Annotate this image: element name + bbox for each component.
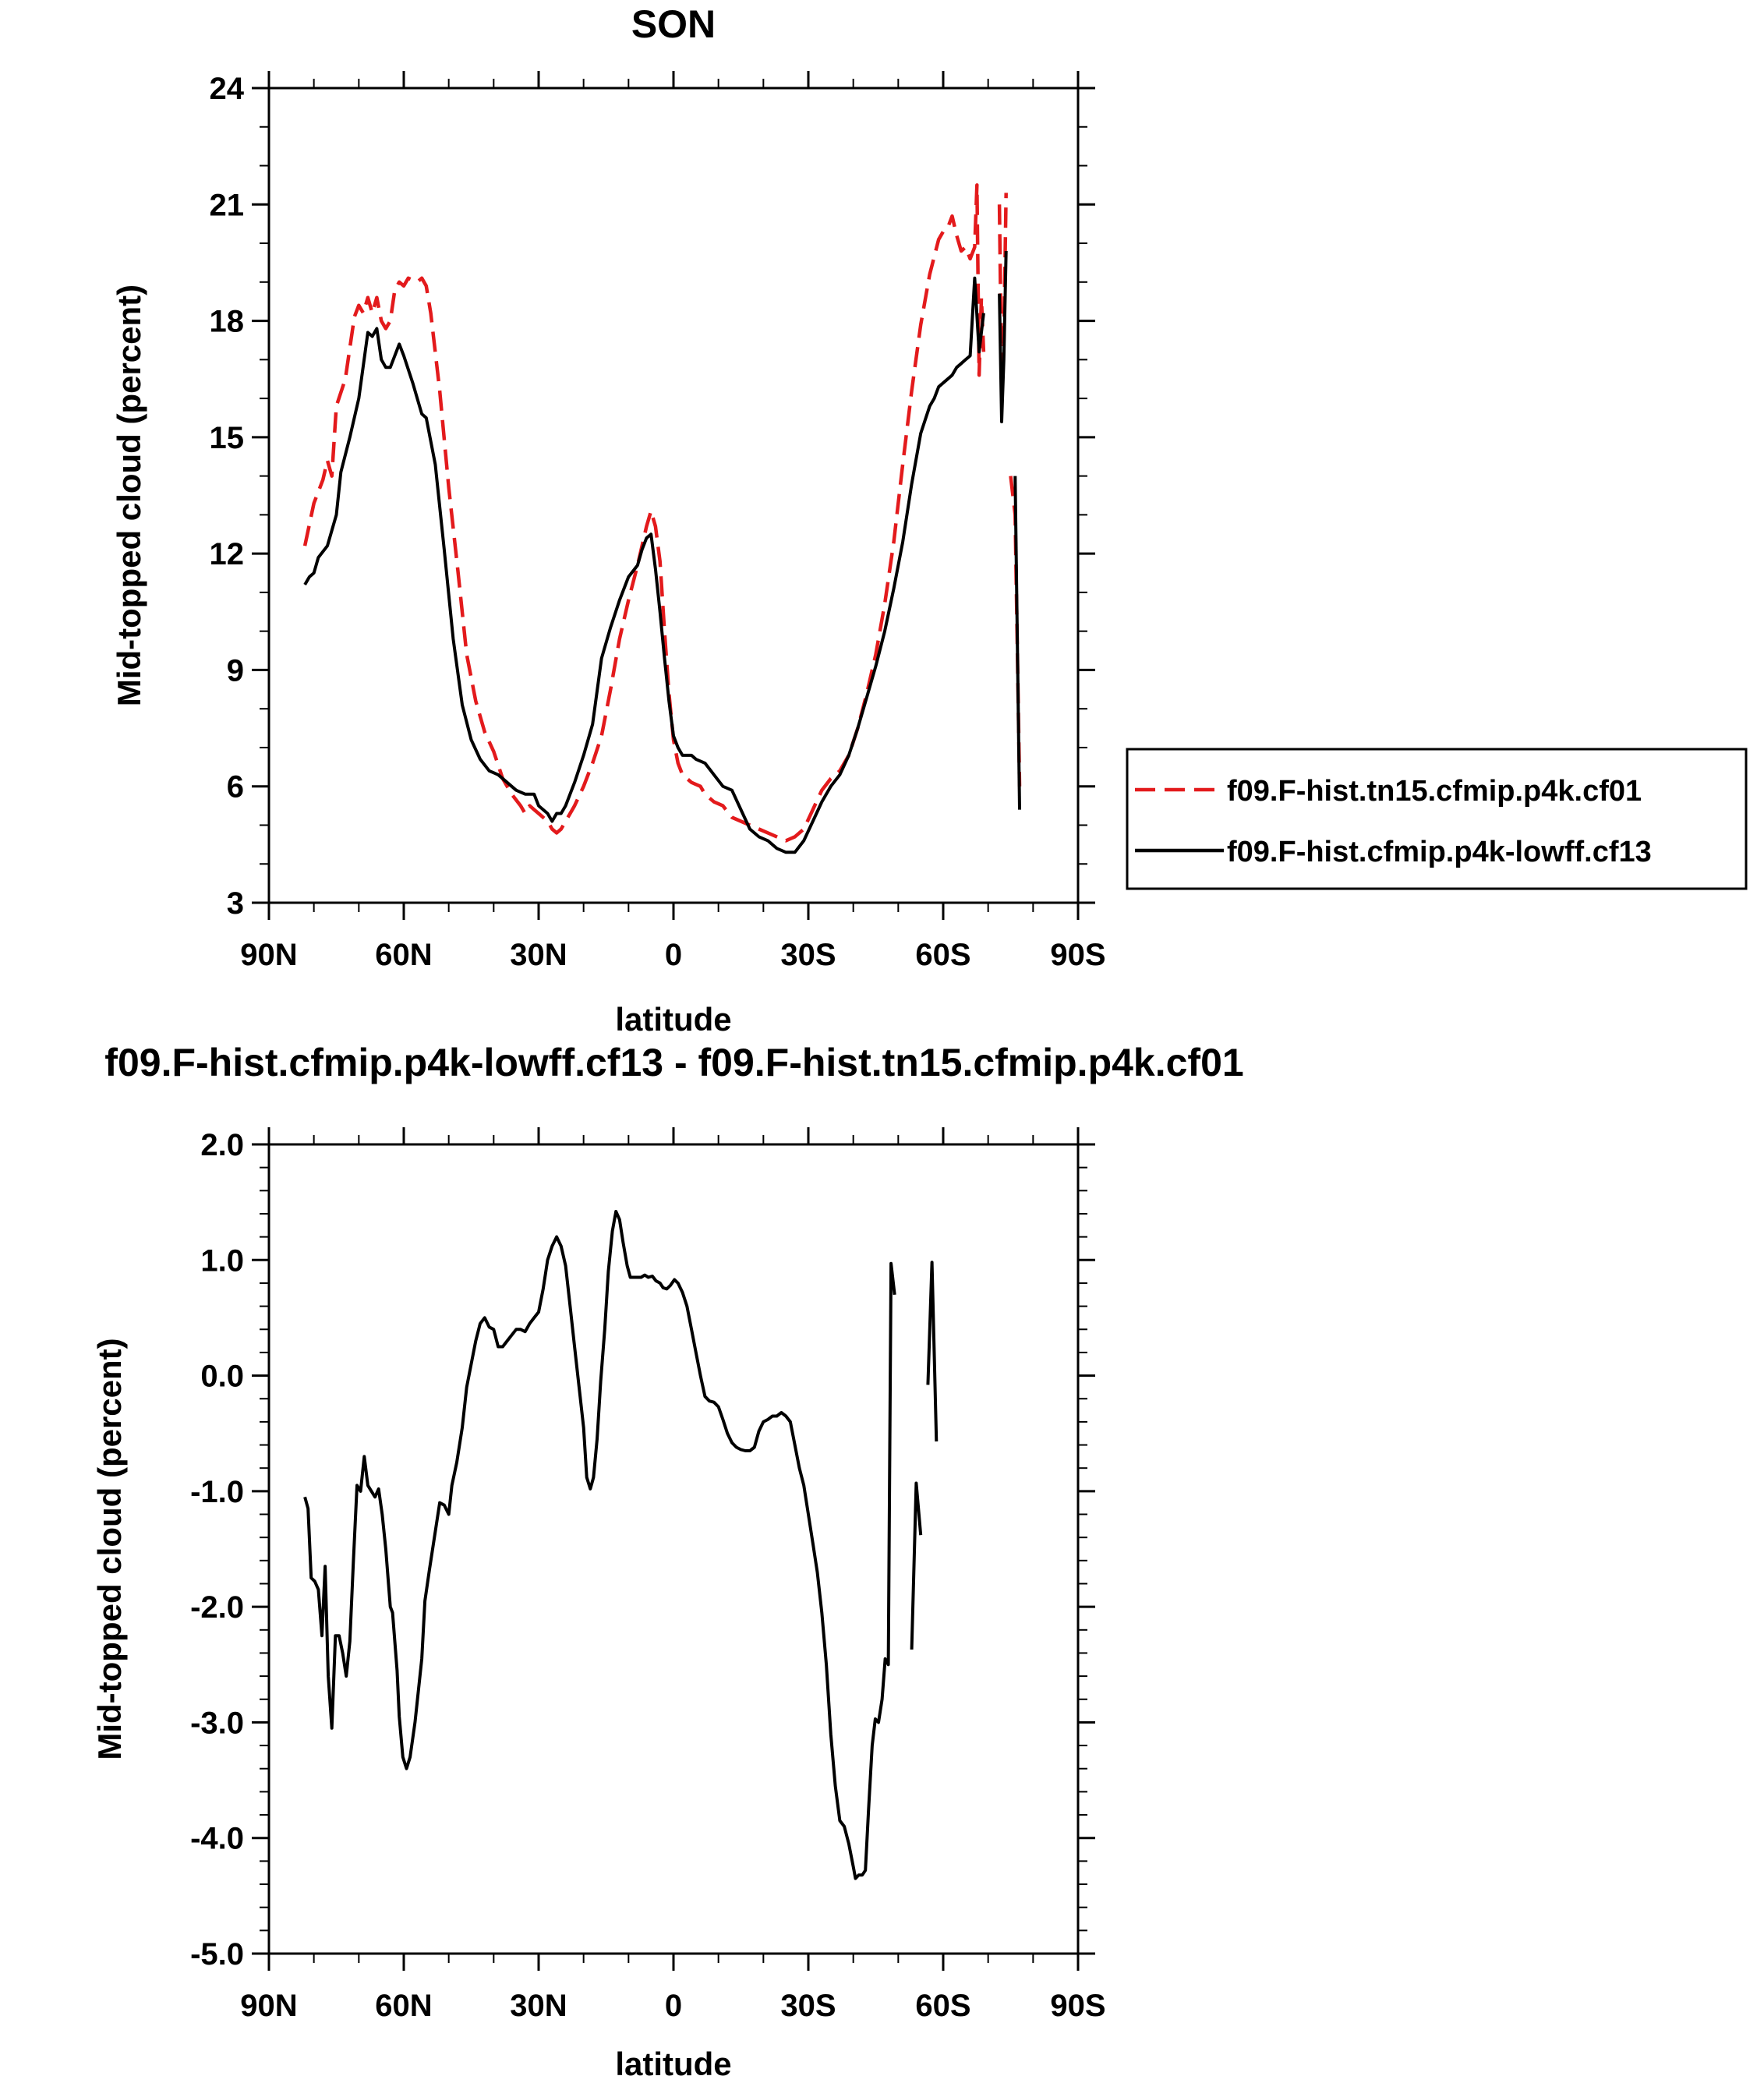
- x-tick-label: 30S: [780, 1989, 836, 2023]
- x-tick-label: 0: [665, 1989, 682, 2023]
- y-axis-label: Mid-topped cloud (percent): [111, 285, 147, 706]
- y-tick-label: 21: [210, 188, 245, 222]
- legend-label-1: f09.F-hist.tn15.cfmip.p4k.cf01: [1227, 775, 1642, 808]
- series-line-1: [302, 183, 986, 843]
- x-tick-label: 90S: [1050, 938, 1105, 972]
- legend-box: [1126, 748, 1748, 890]
- series-line-1: [926, 1261, 939, 1442]
- y-tick-label: -5.0: [190, 1937, 244, 1972]
- x-tick-label: 60S: [915, 1989, 970, 2023]
- y-tick-label: -2.0: [190, 1590, 244, 1625]
- series-line-2: [998, 250, 1008, 423]
- legend-label-2: f09.F-hist.cfmip.p4k-lowff.cf13: [1227, 836, 1652, 868]
- y-tick-label: 3: [227, 886, 244, 921]
- y-tick-label: 24: [210, 72, 245, 106]
- series-line-2: [303, 276, 985, 854]
- y-tick-label: -4.0: [190, 1822, 244, 1856]
- x-tick-label: 0: [665, 938, 682, 972]
- x-tick-label: 60S: [915, 938, 970, 972]
- series-line-1: [303, 1210, 896, 1880]
- y-tick-label: 6: [227, 770, 244, 805]
- series-line-1: [910, 1481, 923, 1650]
- chart-title: f09.F-hist.cfmip.p4k-lowff.cf13 - f09.F-…: [104, 1041, 1243, 1084]
- x-tick-label: 30S: [780, 938, 836, 972]
- y-axis-label: Mid-topped cloud (percent): [91, 1338, 128, 1759]
- y-tick-label: 0.0: [200, 1360, 244, 1394]
- chart-title: SON: [631, 2, 716, 46]
- x-tick-label: 30N: [510, 938, 567, 972]
- y-tick-label: 9: [227, 653, 244, 688]
- y-tick-label: 1.0: [200, 1243, 244, 1278]
- x-axis-label: latitude: [615, 1001, 731, 1038]
- bottom-panel: f09.F-hist.cfmip.p4k-lowff.cf13 - f09.F-…: [91, 1041, 1244, 2082]
- plot-frame: [267, 1143, 1080, 1955]
- y-tick-label: 12: [210, 537, 245, 571]
- y-tick-label: 2.0: [200, 1128, 244, 1162]
- top-panel: SON 90N 60N 30N 0 30S 60S 90S 3 6 9 12 15 18 21 24 latit…: [111, 2, 1748, 1038]
- y-tick-label: -3.0: [190, 1706, 244, 1740]
- x-tick-label: 90N: [240, 938, 297, 972]
- x-tick-label: 60N: [375, 938, 432, 972]
- y-tick-label: -1.0: [190, 1475, 244, 1509]
- plot-frame: [267, 87, 1080, 904]
- y-tick-label: 18: [210, 305, 245, 339]
- x-tick-label: 60N: [375, 1989, 432, 2023]
- y-tick-label: 15: [210, 421, 245, 455]
- series-line-2: [1013, 476, 1021, 810]
- x-tick-label: 90S: [1050, 1989, 1105, 2023]
- x-axis-label: latitude: [615, 2046, 731, 2082]
- x-tick-label: 30N: [510, 1989, 567, 2023]
- x-tick-label: 90N: [240, 1989, 297, 2023]
